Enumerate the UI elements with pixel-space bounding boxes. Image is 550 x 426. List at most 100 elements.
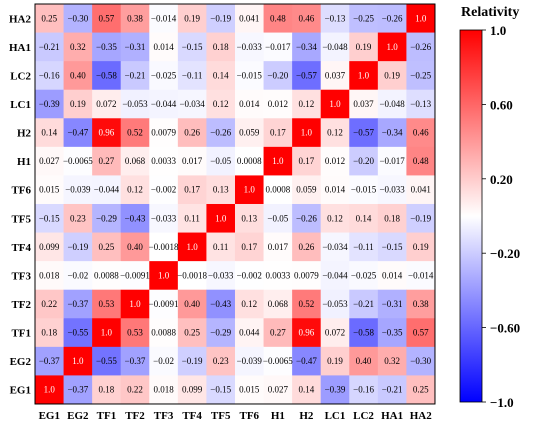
heatmap-cell (320, 232, 350, 262)
cell-value-label: −0.033 (237, 42, 263, 52)
heatmap-cell (177, 318, 207, 348)
heatmap-cell (320, 318, 350, 348)
x-tick-label: LC2 (353, 410, 374, 422)
cell-value-label: −0.29 (210, 328, 231, 338)
cell-value-label: 0.38 (127, 13, 143, 23)
heatmap-cell (120, 346, 150, 376)
cell-value-label: 0.0033 (265, 270, 290, 280)
cell-value-label: 0.32 (70, 42, 86, 52)
heatmap-cell (349, 318, 379, 348)
heatmap-cell (349, 375, 379, 405)
cell-value-label: 0.015 (239, 385, 260, 395)
heatmap-cell (63, 232, 93, 262)
heatmap-cell (206, 61, 236, 91)
heatmap-cell (35, 61, 64, 91)
heatmap-cell (149, 118, 179, 148)
heatmap-cell (92, 261, 122, 291)
heatmap-cell (234, 289, 264, 319)
cell-value-label: 1.0 (244, 185, 256, 195)
heatmap-cell (35, 203, 64, 233)
heatmap-cell (206, 261, 236, 291)
heatmap-cell (63, 203, 93, 233)
cell-value-label: 0.0079 (294, 270, 319, 280)
heatmap-cell (63, 375, 93, 405)
cell-value-label: −0.05 (267, 213, 288, 223)
cell-value-label: 1.0 (301, 128, 313, 138)
heatmap-cell (406, 175, 436, 205)
cell-value-label: −0.014 (408, 270, 434, 280)
cell-value-label: 0.041 (411, 185, 431, 195)
cell-value-label: 0.27 (270, 328, 286, 338)
heatmap-cell (120, 89, 150, 119)
colorbar-tick-label: 0.20 (490, 172, 513, 187)
heatmap-cell (35, 232, 64, 262)
heatmap-cell (406, 146, 436, 176)
x-tick-label: HA1 (381, 410, 403, 422)
heatmap-cell (320, 118, 350, 148)
cell-value-label: 0.015 (39, 185, 60, 195)
cell-value-label: −0.033 (379, 185, 405, 195)
heatmap-cell (320, 203, 350, 233)
heatmap-cell (292, 232, 322, 262)
cell-value-label: 0.0088 (151, 328, 176, 338)
x-tick-label: TF3 (154, 410, 174, 422)
heatmap-cell (35, 89, 64, 119)
heatmap-cell (35, 32, 64, 62)
heatmap-cell (35, 318, 64, 348)
cell-value-label: −0.29 (96, 213, 117, 223)
heatmap-cell (120, 203, 150, 233)
cell-value-label: −0.017 (265, 42, 291, 52)
cell-value-label: −0.43 (125, 213, 146, 223)
x-tick-label: TF6 (239, 410, 259, 422)
cell-value-label: −0.20 (267, 70, 288, 80)
cell-value-label: −0.47 (296, 356, 317, 366)
heatmap-cell (120, 375, 150, 405)
heatmap-cell (234, 118, 264, 148)
heatmap-cell (177, 261, 207, 291)
cell-value-label: −0.58 (96, 70, 117, 80)
cell-value-label: −0.034 (322, 242, 348, 252)
heatmap-cell (120, 289, 150, 319)
cell-value-label: 0.18 (41, 328, 57, 338)
heatmap-cell (177, 4, 207, 33)
heatmap-cell (377, 318, 407, 348)
heatmap-cell (349, 346, 379, 376)
heatmap-cell (92, 346, 122, 376)
cell-value-label: −0.30 (410, 356, 431, 366)
cell-value-label: 0.25 (41, 13, 57, 23)
heatmap-cell (234, 375, 264, 405)
heatmap-cell (263, 289, 293, 319)
heatmap-cell (320, 346, 350, 376)
cell-value-label: 0.14 (356, 213, 372, 223)
heatmap-cell (320, 375, 350, 405)
heatmap-cell (63, 175, 93, 205)
heatmap-cell (263, 118, 293, 148)
cell-value-label: −0.26 (382, 13, 403, 23)
heatmap-cell (377, 346, 407, 376)
heatmap-cell (149, 4, 179, 33)
y-tick-label: EG1 (10, 385, 31, 397)
heatmap-cell (120, 32, 150, 62)
cell-value-label: 0.53 (127, 328, 143, 338)
heatmap-cell (120, 318, 150, 348)
cell-value-label: 0.17 (270, 128, 286, 138)
cell-value-label: −0.034 (179, 99, 205, 109)
heatmap-cell (92, 61, 122, 91)
heatmap-cell (92, 203, 122, 233)
heatmap-cell (35, 146, 64, 176)
cell-value-label: 0.40 (184, 299, 200, 309)
heatmap-cell (406, 318, 436, 348)
cell-value-label: 0.11 (213, 242, 228, 252)
cell-value-label: 0.12 (127, 185, 143, 195)
cell-value-label: −0.15 (182, 42, 203, 52)
heatmap-cell (263, 4, 293, 33)
cell-value-label: 0.041 (239, 13, 259, 23)
heatmap-cell (263, 346, 293, 376)
cell-value-label: −0.015 (351, 185, 377, 195)
heatmap-cell (406, 32, 436, 62)
cell-value-label: 0.46 (299, 13, 315, 23)
cell-value-label: −0.16 (353, 385, 374, 395)
heatmap-cell (292, 32, 322, 62)
heatmap-cell (234, 261, 264, 291)
heatmap-cell (377, 61, 407, 91)
